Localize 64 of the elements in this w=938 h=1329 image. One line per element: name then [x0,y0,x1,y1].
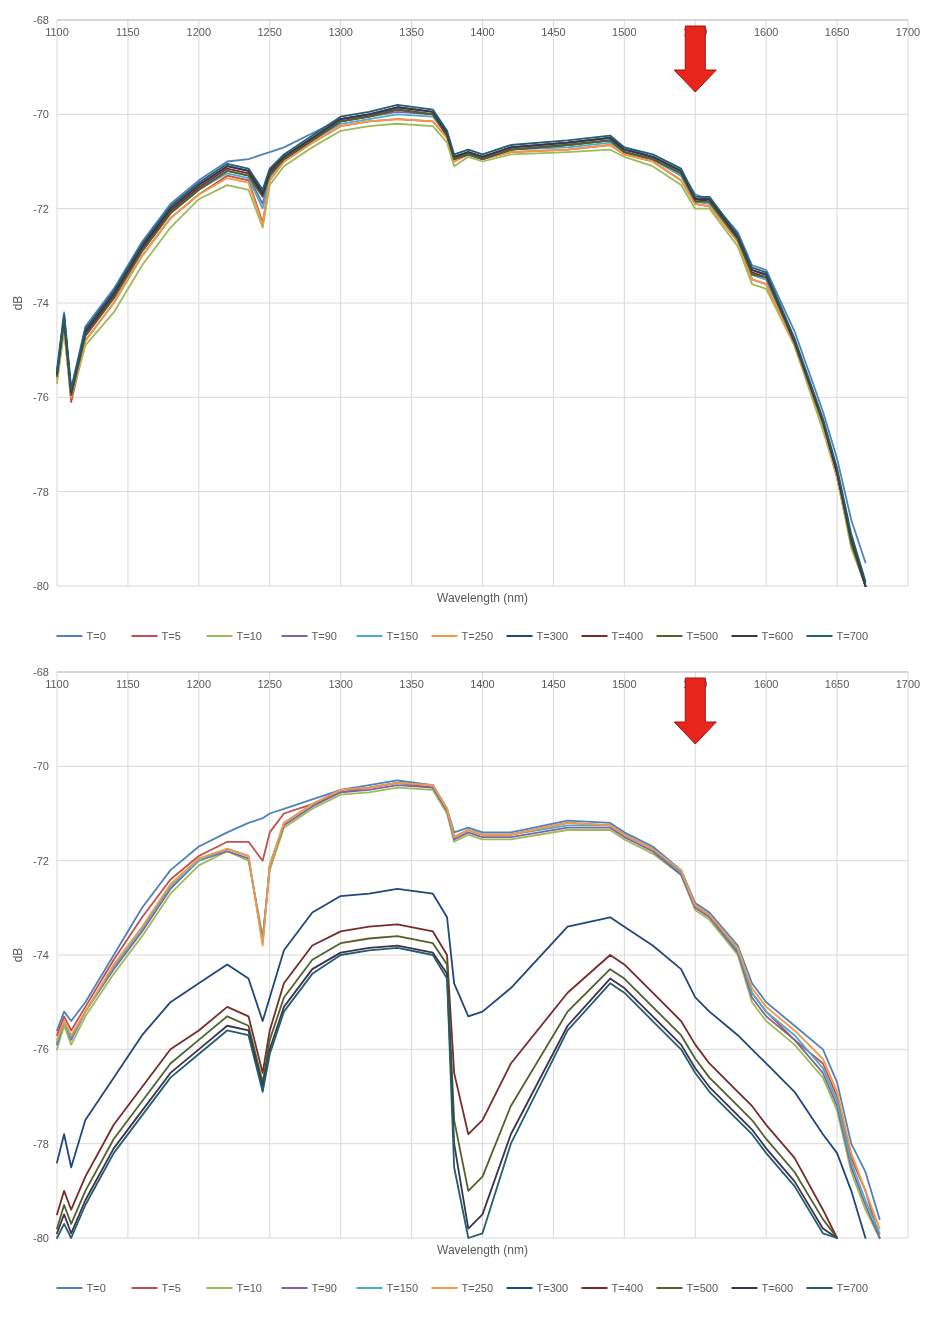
x-tick-label: 1200 [186,678,212,690]
x-tick-label: 1100 [45,678,69,690]
y-tick-label: -74 [33,297,49,309]
x-tick-label: 1450 [541,26,566,38]
y-tick-label: -80 [33,580,49,592]
y-tick-label: -76 [33,1043,49,1056]
y-tick-label: -72 [33,202,49,215]
y-tick-label: -70 [33,108,49,121]
y-tick-label: -72 [33,854,49,867]
legend-label: T=150 [386,630,418,642]
x-tick-label: 1400 [470,678,495,690]
x-tick-label: 1600 [753,678,779,690]
y-tick-label: -76 [33,391,49,404]
x-tick-label: 1700 [895,678,921,690]
legend-label: T=300 [536,1282,568,1294]
legend-label: T=5 [161,630,181,642]
x-tick-label: 1200 [186,26,212,38]
legend-label: T=150 [386,1282,418,1294]
legend-label: T=700 [836,1282,868,1294]
x-axis-title: Wavelength (nm) [437,591,528,605]
x-tick-label: 1300 [328,26,353,38]
y-tick-label: -80 [33,1232,49,1244]
legend-label: T=90 [311,630,337,642]
x-tick-label: 1500 [612,26,637,38]
legend-label: T=300 [536,630,568,642]
y-axis-title: dB [11,295,25,311]
x-tick-label: 1400 [470,26,495,38]
x-tick-label: 1150 [116,26,140,38]
y-tick-label: -78 [33,1137,49,1150]
x-tick-label: 1600 [753,26,779,38]
x-axis-title: Wavelength (nm) [437,1243,528,1257]
legend-label: T=500 [686,630,718,642]
y-axis-title: dB [11,947,25,963]
legend-label: T=0 [86,1282,106,1294]
y-tick-label: -68 [33,14,49,26]
y-tick-label: -78 [33,485,49,498]
x-tick-label: 1650 [824,678,850,690]
legend-label: T=700 [836,630,868,642]
x-tick-label: 1500 [612,678,637,690]
x-tick-label: 1350 [399,26,424,38]
legend-label: T=250 [461,1282,493,1294]
legend-label: T=250 [461,630,493,642]
legend-label: T=600 [761,630,793,642]
x-tick-label: 1150 [116,678,140,690]
legend-label: T=400 [611,630,643,642]
x-tick-label: 1450 [541,678,566,690]
legend-label: T=90 [311,1282,337,1294]
x-tick-label: 1700 [895,26,921,38]
legend-label: T=400 [611,1282,643,1294]
legend-label: T=500 [686,1282,718,1294]
y-tick-label: -70 [33,760,49,773]
legend-label: T=10 [236,1282,262,1294]
legend-label: T=0 [86,630,106,642]
legend-label: T=5 [161,1282,181,1294]
y-tick-label: -68 [33,666,49,678]
legend-label: T=600 [761,1282,793,1294]
legend-label: T=10 [236,630,262,642]
x-tick-label: 1300 [328,678,353,690]
x-tick-label: 1250 [257,678,282,690]
x-tick-label: 1250 [257,26,282,38]
x-tick-label: 1350 [399,678,424,690]
x-tick-label: 1650 [824,26,850,38]
x-tick-label: 1100 [45,26,69,38]
y-tick-label: -74 [33,949,49,961]
